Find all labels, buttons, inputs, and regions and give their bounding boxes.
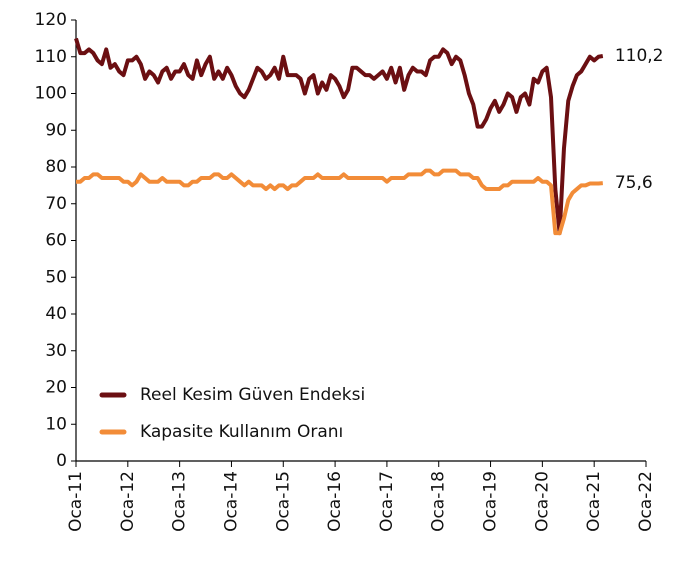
- x-tick-label: Oca-19: [481, 471, 501, 532]
- x-tick-label: Oca-13: [170, 471, 190, 532]
- end-label: 110,2: [615, 46, 664, 66]
- y-tick-label: 0: [56, 451, 67, 471]
- y-tick-label: 60: [45, 231, 67, 251]
- x-tick-label: Oca-15: [273, 471, 293, 532]
- x-tick-label: Oca-14: [221, 471, 241, 532]
- y-tick-label: 10: [45, 414, 67, 434]
- x-tick-label: Oca-12: [118, 471, 138, 532]
- y-tick-label: 110: [35, 47, 67, 67]
- y-tick-label: 80: [45, 157, 67, 177]
- series-line: [74, 37, 604, 236]
- y-tick-label: 90: [45, 120, 67, 140]
- y-tick-label: 40: [45, 304, 67, 324]
- x-tick-label: Oca-18: [429, 471, 449, 532]
- y-tick-label: 50: [45, 267, 67, 287]
- end-label: 75,6: [615, 173, 653, 193]
- x-tick-label: Oca-11: [66, 471, 86, 532]
- y-tick-label: 20: [45, 378, 67, 398]
- x-tick-label: Oca-20: [532, 471, 552, 532]
- y-tick-label: 120: [35, 10, 67, 30]
- legend-label: Reel Kesim Güven Endeksi: [140, 385, 365, 405]
- y-tick-label: 100: [35, 84, 67, 104]
- x-tick-label: Oca-22: [636, 471, 656, 532]
- series-line: [76, 168, 603, 236]
- legend-label: Kapasite Kullanım Oranı: [140, 422, 343, 442]
- x-tick-label: Oca-21: [584, 471, 604, 532]
- y-tick-label: 70: [45, 194, 67, 214]
- x-tick-label: Oca-17: [377, 471, 397, 532]
- y-tick-label: 30: [45, 341, 67, 361]
- x-tick-label: Oca-16: [325, 471, 345, 532]
